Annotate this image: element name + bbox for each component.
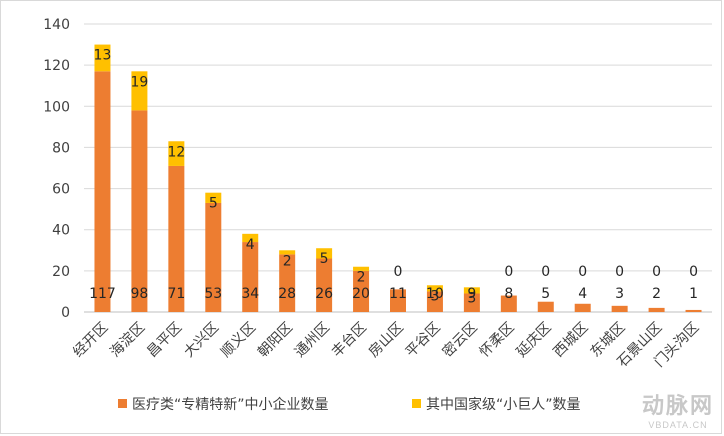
bar-segment-海淀区-giant	[131, 71, 148, 111]
data-label-total: 4	[578, 286, 587, 302]
bars	[94, 44, 702, 313]
bar-segment-西城区-total	[574, 303, 591, 312]
data-label-giant: 3	[430, 288, 439, 304]
category-label: 顺义区	[218, 320, 259, 361]
category-label: 海淀区	[107, 320, 148, 361]
bar-segment-平谷区-giant	[426, 285, 443, 292]
bar-segment-丰台区-giant	[353, 266, 370, 271]
data-label-total: 8	[504, 286, 513, 302]
bar-segment-海淀区-total	[131, 110, 148, 313]
bar-segment-昌平区-total	[168, 165, 185, 312]
bar-segment-朝阳区-total	[279, 254, 296, 312]
data-label-giant: 2	[357, 270, 366, 286]
data-label-giant: 19	[130, 74, 148, 90]
watermark-site: VBDATA.CN	[648, 420, 708, 430]
legend-label: 其中国家级“小巨人”数量	[426, 396, 581, 413]
bar-segment-经开区-giant	[94, 44, 111, 72]
data-label-giant: 0	[689, 264, 698, 280]
data-label-giant: 13	[94, 48, 112, 64]
y-tick-label: 140	[43, 17, 70, 33]
data-label-giant: 0	[541, 264, 550, 280]
category-label: 昌平区	[144, 320, 185, 361]
bar-segment-房山区-total	[390, 289, 406, 312]
y-tick-label: 80	[52, 140, 70, 156]
bar-segment-门头沟区-total	[685, 309, 702, 312]
data-label-giant: 5	[209, 196, 218, 212]
data-label-giant: 0	[394, 264, 403, 280]
bar-segment-平谷区-total	[426, 291, 443, 312]
legend-label: 医疗类“专精特新”中小企业数量	[132, 396, 329, 413]
data-label-total: 71	[167, 286, 185, 302]
data-label-total: 5	[541, 286, 550, 302]
data-label-total: 53	[204, 286, 222, 302]
category-label: 经开区	[70, 320, 111, 361]
bar-segment-通州区-giant	[316, 248, 333, 259]
category-label: 密云区	[439, 319, 481, 361]
data-label-giant: 0	[615, 264, 624, 280]
data-label-total: 3	[615, 286, 624, 302]
data-label-total: 2	[652, 286, 661, 302]
data-label-giant: 0	[504, 264, 513, 280]
category-label: 西城区	[551, 320, 592, 361]
legend: 医疗类“专精特新”中小企业数量 其中国家级“小巨人”数量	[118, 396, 581, 413]
data-label-giant: 5	[320, 251, 329, 267]
data-label-giant: 0	[652, 264, 661, 280]
bar-segment-丰台区-total	[353, 270, 370, 312]
bar-segment-通州区-total	[316, 258, 333, 312]
category-label: 怀柔区	[477, 320, 518, 361]
y-tick-label: 60	[52, 182, 70, 198]
x-axis: 经开区海淀区昌平区大兴区顺义区朝阳区通州区丰台区房山区平谷区密云区怀柔区延庆区西…	[70, 319, 702, 371]
legend-swatch	[412, 399, 421, 408]
bar-segment-石景山区-total	[648, 307, 665, 312]
bar-segment-东城区-total	[611, 305, 628, 312]
bar-segment-大兴区-total	[205, 202, 222, 312]
data-label-giant: 3	[467, 290, 476, 306]
data-label-total: 28	[278, 286, 296, 302]
bar-segment-经开区-total	[94, 71, 111, 312]
category-label: 朝阳区	[255, 320, 296, 361]
data-label-giant: 2	[283, 253, 292, 269]
data-label-giant: 12	[167, 144, 185, 160]
legend-swatch	[118, 399, 127, 408]
data-label-total: 117	[89, 286, 116, 302]
data-label-giant: 0	[578, 264, 587, 280]
data-label-total: 34	[241, 286, 259, 302]
data-label-total: 20	[352, 286, 370, 302]
y-tick-label: 120	[43, 58, 70, 74]
bar-segment-密云区-total	[463, 293, 480, 312]
data-label-total: 26	[315, 286, 333, 302]
category-label: 房山区	[366, 320, 407, 361]
data-label-total: 11	[389, 286, 407, 302]
data-label-total: 9	[467, 286, 476, 302]
data-label-total: 10	[426, 286, 444, 302]
category-label: 大兴区	[181, 320, 222, 361]
category-label: 延庆区	[514, 320, 555, 361]
watermark-brand: 动脉网	[641, 393, 714, 418]
bar-segment-密云区-giant	[463, 287, 480, 294]
bar-segment-大兴区-giant	[205, 192, 222, 203]
bar-segment-顺义区-giant	[242, 233, 259, 243]
bar-segment-顺义区-total	[242, 242, 259, 312]
category-label: 丰台区	[329, 320, 370, 361]
y-tick-label: 40	[52, 223, 70, 239]
y-tick-label: 100	[43, 99, 70, 115]
watermark-logo: 动脉网 VBDATA.CN	[642, 388, 714, 430]
bar-segment-昌平区-giant	[168, 141, 185, 166]
category-label: 平谷区	[403, 320, 444, 361]
category-label: 通州区	[292, 320, 333, 361]
gridlines	[84, 23, 712, 272]
data-label-giant: 4	[246, 237, 255, 253]
bar-segment-延庆区-total	[537, 301, 554, 312]
data-label-total: 1	[689, 286, 698, 302]
bar-segment-朝阳区-giant	[279, 250, 296, 255]
y-tick-label: 20	[52, 264, 70, 280]
y-tick-label: 0	[61, 305, 70, 321]
data-label-total: 98	[130, 286, 148, 302]
bar-segment-怀柔区-total	[500, 295, 517, 312]
